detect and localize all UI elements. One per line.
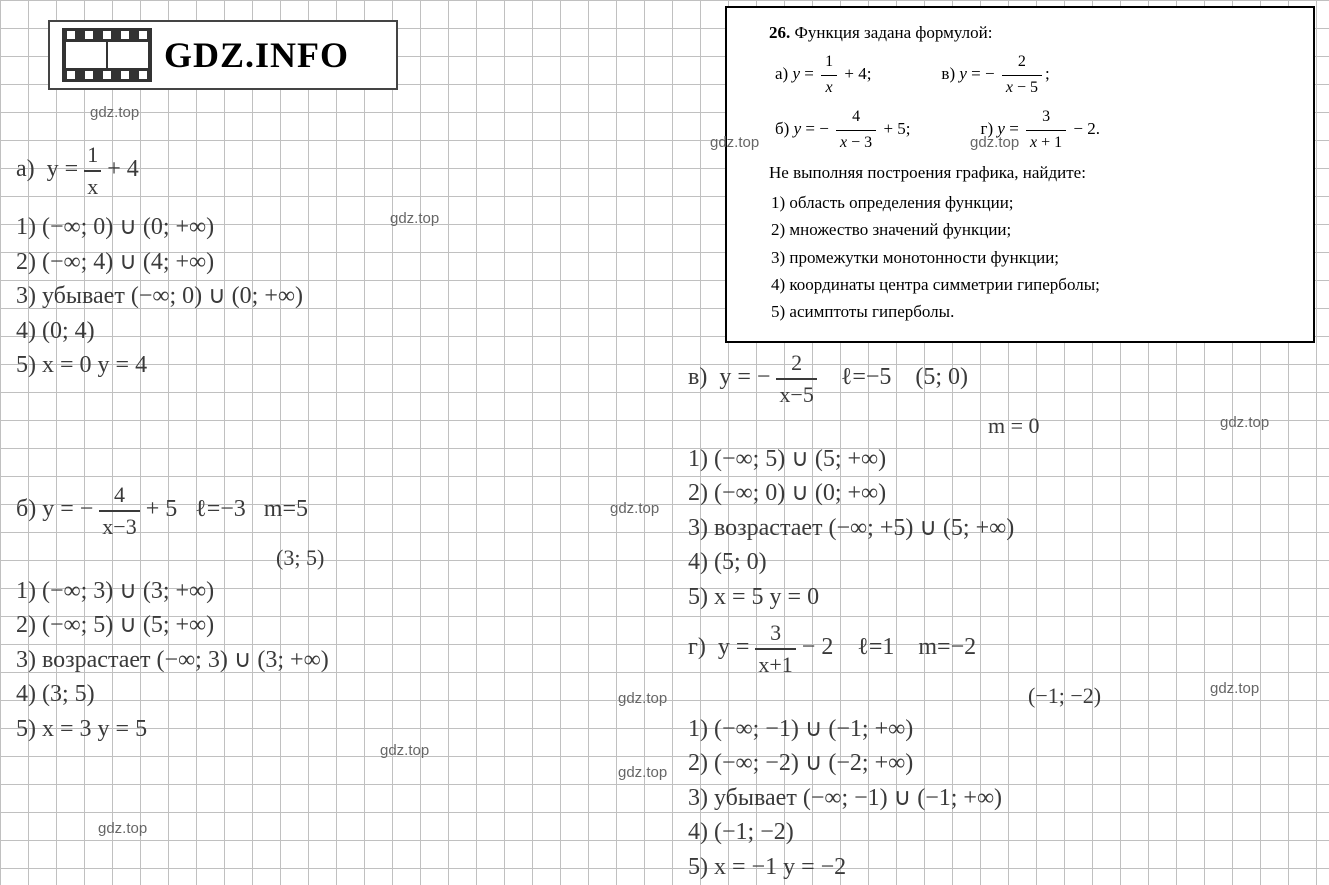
formula-g: г) y = 3x + 1 − 2. bbox=[981, 105, 1101, 156]
list-item: 2) (−∞; 0) ∪ (0; +∞) bbox=[688, 477, 1040, 509]
solution-v: в) y = − 2x−5 ℓ=−5 (5; 0) m = 0 1) (−∞; … bbox=[688, 348, 1040, 615]
problem-title: 26. Функция задана формулой: bbox=[745, 20, 1295, 46]
list-item: 5) x = 5 y = 0 bbox=[688, 581, 1040, 613]
watermark: gdz.top bbox=[90, 104, 139, 121]
list-item: 5) x = 3 y = 5 bbox=[16, 713, 329, 745]
list-item: 3) убывает (−∞; −1) ∪ (−1; +∞) bbox=[688, 782, 1101, 814]
list-item: 3) возрастает (−∞; 3) ∪ (3; +∞) bbox=[16, 644, 329, 676]
problem-number: 26. bbox=[769, 23, 790, 42]
formula-a: а) y = 1x + 4; bbox=[775, 50, 871, 101]
list-item: 2) (−∞; 5) ∪ (5; +∞) bbox=[16, 609, 329, 641]
watermark: gdz.top bbox=[380, 742, 429, 759]
logo-box: GDZ.INFO bbox=[48, 20, 398, 90]
task-item: 1) область определения функции; bbox=[771, 190, 1295, 216]
center-note: (−1; −2) bbox=[1028, 681, 1101, 711]
solution-v-header: в) y = − 2x−5 ℓ=−5 (5; 0) bbox=[688, 348, 1040, 409]
watermark: gdz.top bbox=[98, 820, 147, 837]
list-item: 1) (−∞; 3) ∪ (3; +∞) bbox=[16, 575, 329, 607]
list-item: 1) (−∞; 5) ∪ (5; +∞) bbox=[688, 443, 1040, 475]
watermark: gdz.top bbox=[1220, 414, 1269, 431]
solution-g-header: г) y = 3x+1 − 2 ℓ=1 m=−2 bbox=[688, 618, 1101, 679]
list-item: 2) (−∞; 4) ∪ (4; +∞) bbox=[16, 246, 303, 278]
task-item: 5) асимптоты гиперболы. bbox=[771, 299, 1295, 325]
problem-instruction: Не выполняя построения графика, найдите: bbox=[745, 160, 1295, 186]
solution-a: а) y = 1x + 4 1) (−∞; 0) ∪ (0; +∞) 2) (−… bbox=[16, 140, 303, 383]
list-item: 1) (−∞; 0) ∪ (0; +∞) bbox=[16, 211, 303, 243]
list-item: 1) (−∞; −1) ∪ (−1; +∞) bbox=[688, 713, 1101, 745]
list-item: 4) (0; 4) bbox=[16, 315, 303, 347]
task-list: 1) область определения функции; 2) множе… bbox=[771, 190, 1295, 326]
list-item: 2) (−∞; −2) ∪ (−2; +∞) bbox=[688, 747, 1101, 779]
watermark: gdz.top bbox=[618, 764, 667, 781]
task-item: 3) промежутки монотонности функции; bbox=[771, 245, 1295, 271]
m-note: m = 0 bbox=[988, 411, 1040, 441]
solution-b: б) y = − 4x−3 + 5 ℓ=−3 m=5 (3; 5) 1) (−∞… bbox=[16, 480, 329, 747]
task-item: 2) множество значений функции; bbox=[771, 217, 1295, 243]
list-item: 4) (5; 0) bbox=[688, 546, 1040, 578]
list-item: 3) возрастает (−∞; +5) ∪ (5; +∞) bbox=[688, 512, 1040, 544]
film-icon bbox=[62, 28, 152, 82]
formula-v: в) y = − 2x − 5; bbox=[941, 50, 1049, 101]
watermark: gdz.top bbox=[618, 690, 667, 707]
solution-b-header: б) y = − 4x−3 + 5 ℓ=−3 m=5 bbox=[16, 480, 329, 541]
problem-box: 26. Функция задана формулой: а) y = 1x +… bbox=[725, 6, 1315, 343]
logo-text: GDZ.INFO bbox=[164, 34, 349, 76]
list-item: 5) x = 0 y = 4 bbox=[16, 349, 303, 381]
solution-g: г) y = 3x+1 − 2 ℓ=1 m=−2 (−1; −2) 1) (−∞… bbox=[688, 618, 1101, 885]
watermark: gdz.top bbox=[1210, 680, 1259, 697]
watermark: gdz.top bbox=[390, 210, 439, 227]
list-item: 3) убывает (−∞; 0) ∪ (0; +∞) bbox=[16, 280, 303, 312]
list-item: 4) (3; 5) bbox=[16, 678, 329, 710]
formula-b: б) y = − 4x − 3 + 5; bbox=[775, 105, 911, 156]
solution-a-header: а) y = 1x + 4 bbox=[16, 140, 303, 201]
watermark: gdz.top bbox=[610, 500, 659, 517]
center-note: (3; 5) bbox=[276, 543, 329, 573]
task-item: 4) координаты центра симметрии гиперболы… bbox=[771, 272, 1295, 298]
list-item: 5) x = −1 y = −2 bbox=[688, 851, 1101, 883]
list-item: 4) (−1; −2) bbox=[688, 816, 1101, 848]
